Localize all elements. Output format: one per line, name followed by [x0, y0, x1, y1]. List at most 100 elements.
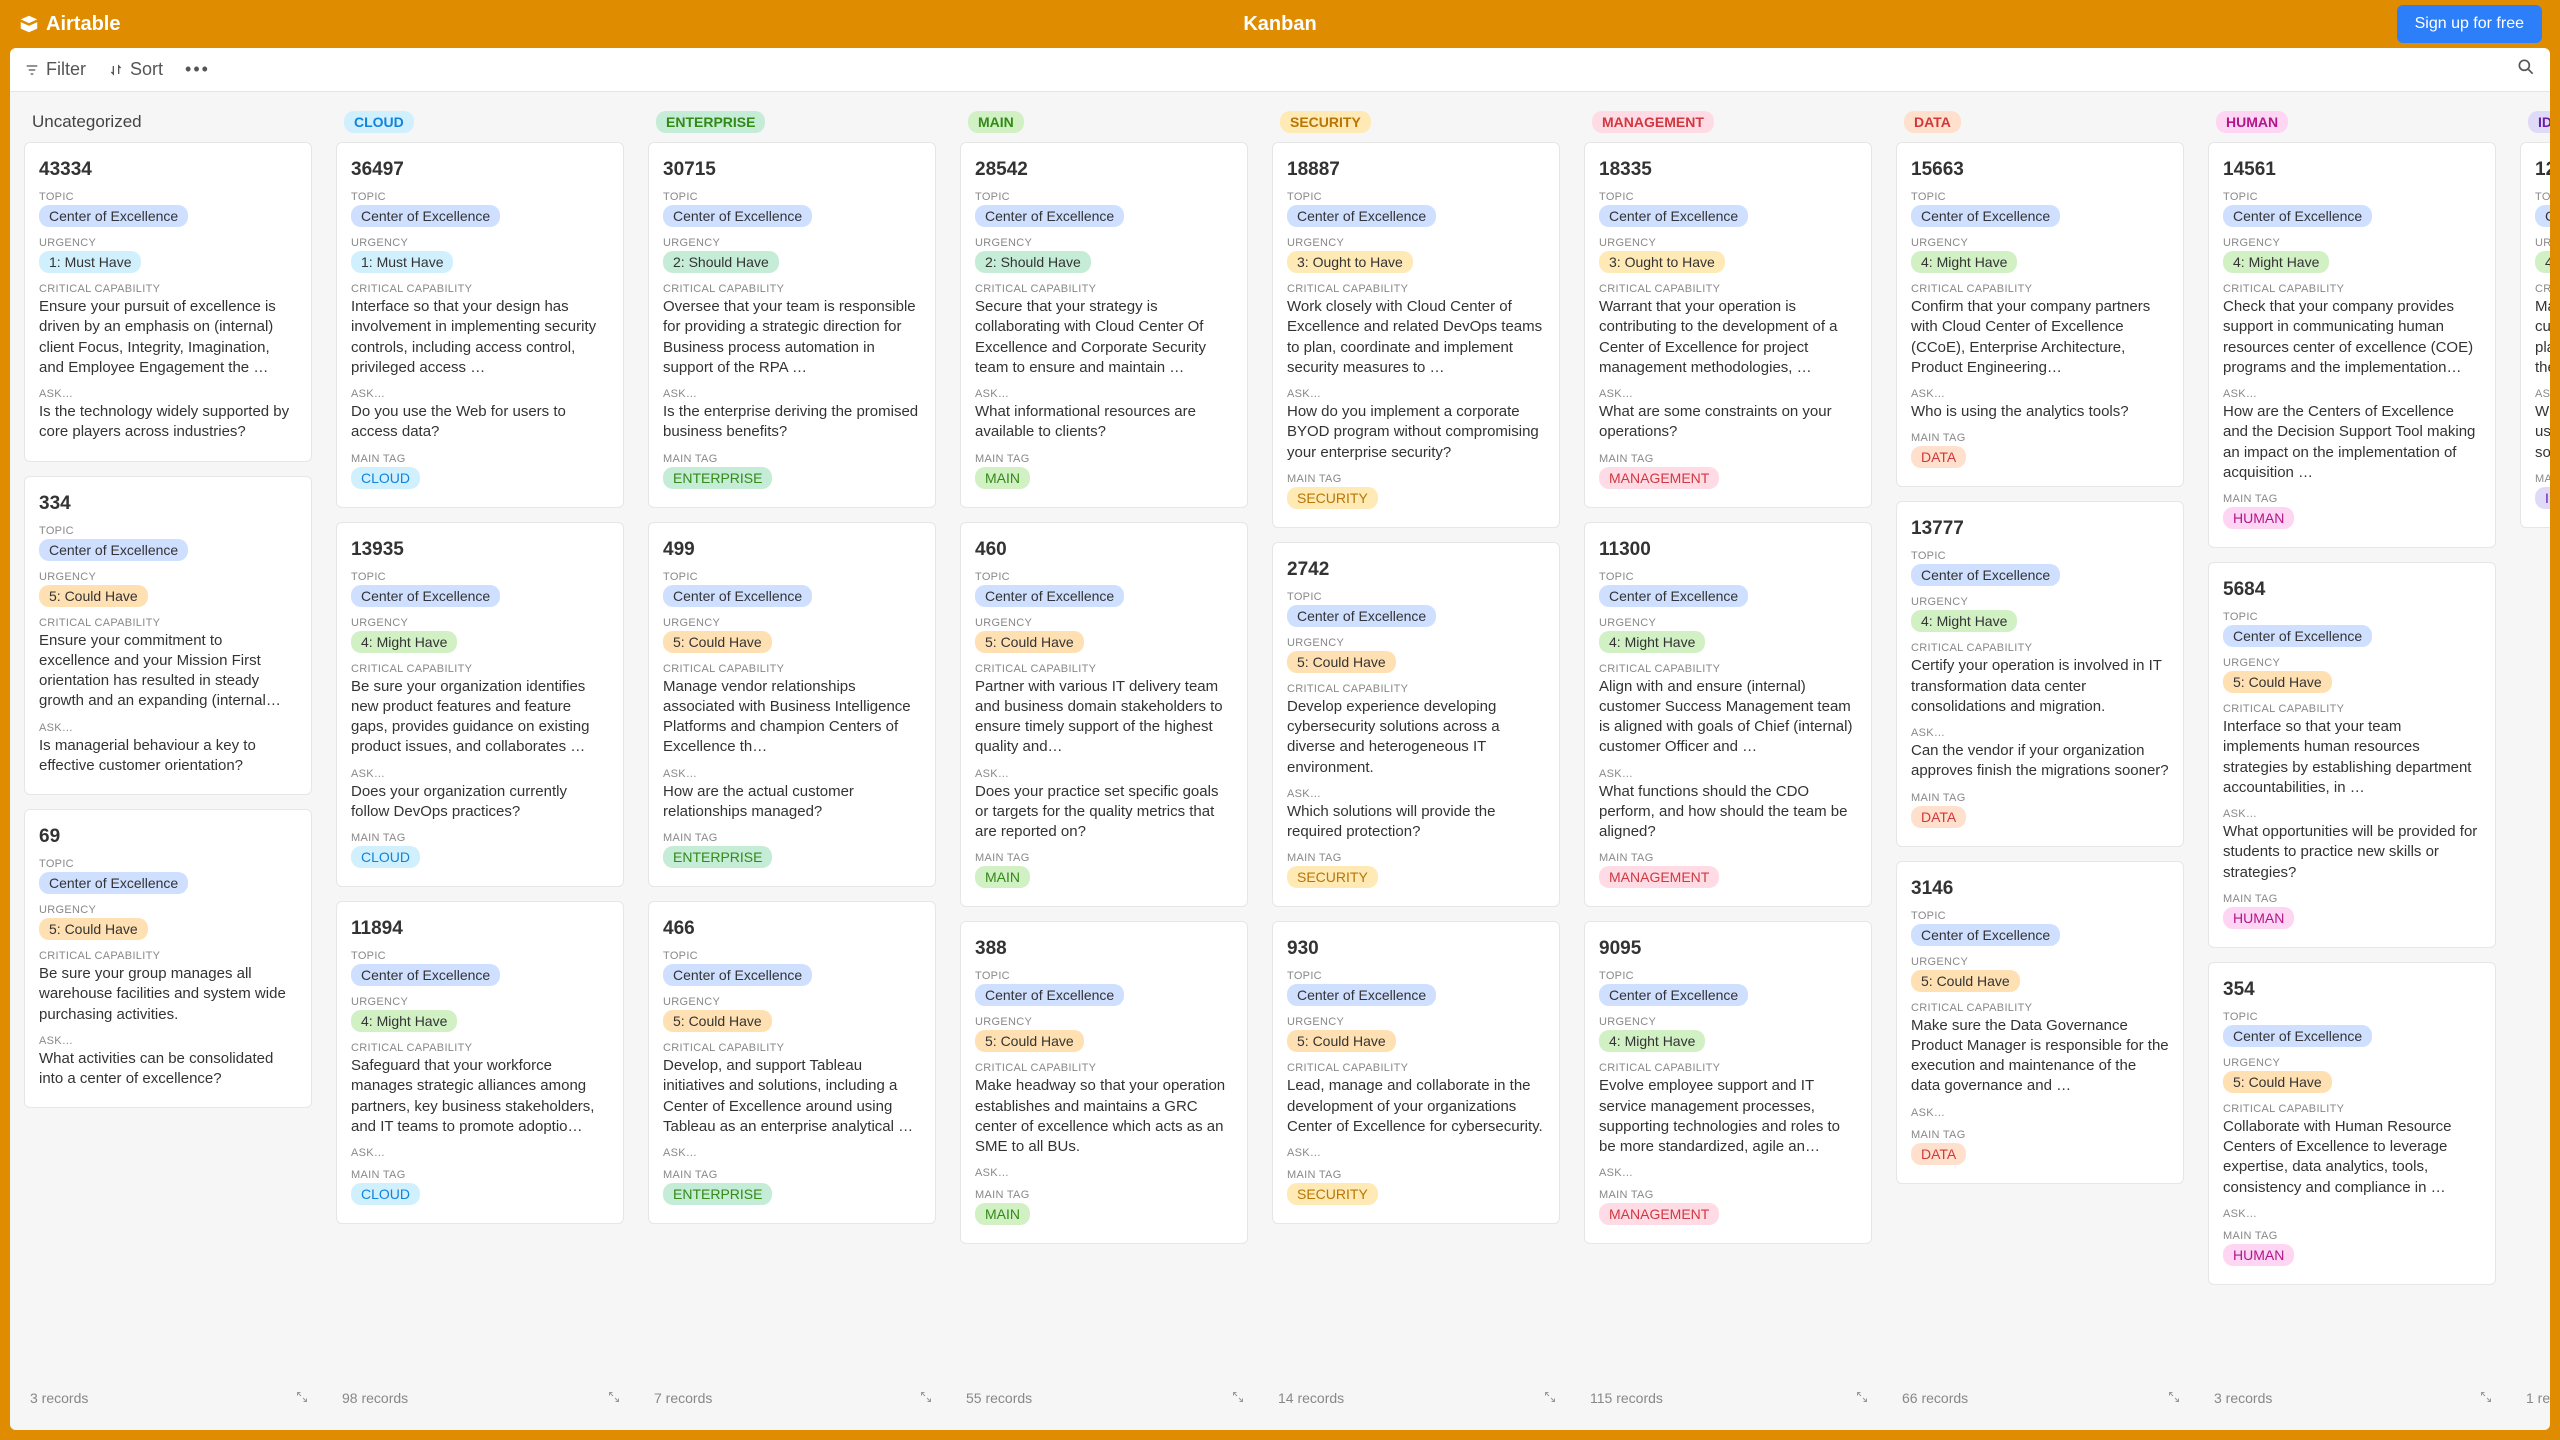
- kanban-card[interactable]: 354TOPICCenter of ExcellenceURGENCY5: Co…: [2208, 962, 2496, 1285]
- expand-column-button[interactable]: [1544, 1390, 1556, 1406]
- kanban-card[interactable]: 460TOPICCenter of ExcellenceURGENCY5: Co…: [960, 522, 1248, 908]
- field-label-capability: CRITICAL CAPABILITY: [975, 283, 1233, 295]
- kanban-card[interactable]: 18335TOPICCenter of ExcellenceURGENCY3: …: [1584, 142, 1872, 508]
- kanban-card[interactable]: 18887TOPICCenter of ExcellenceURGENCY3: …: [1272, 142, 1560, 528]
- column-header[interactable]: Uncategorized: [24, 106, 314, 138]
- topic-pill: Center of Excellence: [351, 964, 500, 986]
- kanban-card[interactable]: 69TOPICCenter of ExcellenceURGENCY5: Cou…: [24, 809, 312, 1108]
- column-card-list[interactable]: 18335TOPICCenter of ExcellenceURGENCY3: …: [1584, 138, 1874, 1382]
- column-card-list[interactable]: 18887TOPICCenter of ExcellenceURGENCY3: …: [1272, 138, 1562, 1382]
- sort-button[interactable]: Sort: [108, 59, 163, 80]
- kanban-card[interactable]: 11300TOPICCenter of ExcellenceURGENCY4: …: [1584, 522, 1872, 908]
- card-id: 43334: [39, 159, 297, 181]
- column-header[interactable]: MANAGEMENT: [1584, 106, 1874, 138]
- field-label-topic: TOPIC: [1287, 970, 1545, 982]
- card-id: 11300: [1599, 539, 1857, 561]
- field-label-maintag: MAIN TAG: [663, 1169, 921, 1181]
- kanban-card[interactable]: 388TOPICCenter of ExcellenceURGENCY5: Co…: [960, 921, 1248, 1244]
- column-header[interactable]: DATA: [1896, 106, 2186, 138]
- topic-pill: Center of Excellence: [351, 205, 500, 227]
- column-header[interactable]: IDENTITY: [2520, 106, 2550, 138]
- column-card-list[interactable]: 12620TOPICCenter of ExcellenceURGENCY4: …: [2520, 138, 2550, 1382]
- kanban-card[interactable]: 12620TOPICCenter of ExcellenceURGENCY4: …: [2520, 142, 2550, 528]
- expand-column-button[interactable]: [2168, 1390, 2180, 1406]
- expand-column-button[interactable]: [920, 1390, 932, 1406]
- column-card-list[interactable]: 43334TOPICCenter of ExcellenceURGENCY1: …: [24, 138, 314, 1382]
- kanban-card[interactable]: 13935TOPICCenter of ExcellenceURGENCY4: …: [336, 522, 624, 888]
- ask-text: How do you implement a corporate BYOD pr…: [1287, 402, 1545, 463]
- field-label-maintag: MAIN TAG: [975, 1189, 1233, 1201]
- column-card-list[interactable]: 15663TOPICCenter of ExcellenceURGENCY4: …: [1896, 138, 2186, 1382]
- field-label-ask: ASK…: [1599, 388, 1857, 400]
- field-label-capability: CRITICAL CAPABILITY: [2223, 283, 2481, 295]
- capability-text: Be sure your group manages all warehouse…: [39, 964, 297, 1025]
- column-header[interactable]: ENTERPRISE: [648, 106, 938, 138]
- ask-text: What are some constraints on your operat…: [1599, 402, 1857, 443]
- kanban-card[interactable]: 14561TOPICCenter of ExcellenceURGENCY4: …: [2208, 142, 2496, 548]
- expand-column-button[interactable]: [2480, 1390, 2492, 1406]
- capability-text: Confirm that your company partners with …: [1911, 297, 2169, 378]
- field-label-ask: ASK…: [39, 722, 297, 734]
- kanban-card[interactable]: 334TOPICCenter of ExcellenceURGENCY5: Co…: [24, 476, 312, 796]
- field-label-ask: ASK…: [1287, 388, 1545, 400]
- column-footer: 1 record: [2520, 1382, 2550, 1408]
- urgency-pill: 5: Could Have: [1287, 651, 1396, 673]
- kanban-card[interactable]: 930TOPICCenter of ExcellenceURGENCY5: Co…: [1272, 921, 1560, 1224]
- kanban-card[interactable]: 3146TOPICCenter of ExcellenceURGENCY5: C…: [1896, 861, 2184, 1184]
- column-header[interactable]: HUMAN: [2208, 106, 2498, 138]
- expand-column-button[interactable]: [296, 1390, 308, 1406]
- topic-pill: Center of Excellence: [1599, 205, 1748, 227]
- column-card-list[interactable]: 14561TOPICCenter of ExcellenceURGENCY4: …: [2208, 138, 2498, 1382]
- urgency-pill: 4: Might Have: [1599, 631, 1705, 653]
- search-button[interactable]: [2516, 57, 2536, 82]
- field-label-capability: CRITICAL CAPABILITY: [351, 663, 609, 675]
- card-id: 12620: [2535, 159, 2550, 181]
- urgency-pill: 5: Could Have: [2223, 1071, 2332, 1093]
- field-label-maintag: MAIN TAG: [1287, 1169, 1545, 1181]
- maintag-pill: CLOUD: [351, 467, 420, 489]
- field-label-ask: ASK…: [975, 388, 1233, 400]
- column-header[interactable]: SECURITY: [1272, 106, 1562, 138]
- signup-button[interactable]: Sign up for free: [2397, 5, 2542, 43]
- kanban-card[interactable]: 28542TOPICCenter of ExcellenceURGENCY2: …: [960, 142, 1248, 508]
- kanban-card[interactable]: 9095TOPICCenter of ExcellenceURGENCY4: M…: [1584, 921, 1872, 1244]
- card-id: 11894: [351, 918, 609, 940]
- kanban-card[interactable]: 13777TOPICCenter of ExcellenceURGENCY4: …: [1896, 501, 2184, 846]
- column-header[interactable]: CLOUD: [336, 106, 626, 138]
- column-footer: 115 records: [1584, 1382, 1874, 1408]
- column-card-list[interactable]: 30715TOPICCenter of ExcellenceURGENCY2: …: [648, 138, 938, 1382]
- filter-button[interactable]: Filter: [24, 59, 86, 80]
- field-label-capability: CRITICAL CAPABILITY: [975, 1062, 1233, 1074]
- kanban-card[interactable]: 30715TOPICCenter of ExcellenceURGENCY2: …: [648, 142, 936, 508]
- field-label-capability: CRITICAL CAPABILITY: [2535, 283, 2550, 295]
- topic-pill: Center of Excellence: [663, 205, 812, 227]
- maintag-pill: SECURITY: [1287, 866, 1378, 888]
- column-header[interactable]: MAIN: [960, 106, 1250, 138]
- kanban-card[interactable]: 2742TOPICCenter of ExcellenceURGENCY5: C…: [1272, 542, 1560, 908]
- kanban-card[interactable]: 499TOPICCenter of ExcellenceURGENCY5: Co…: [648, 522, 936, 888]
- kanban-card[interactable]: 36497TOPICCenter of ExcellenceURGENCY1: …: [336, 142, 624, 508]
- more-button[interactable]: •••: [185, 59, 210, 80]
- column-card-list[interactable]: 28542TOPICCenter of ExcellenceURGENCY2: …: [960, 138, 1250, 1382]
- kanban-card[interactable]: 15663TOPICCenter of ExcellenceURGENCY4: …: [1896, 142, 2184, 487]
- field-label-urgency: URGENCY: [39, 571, 297, 583]
- kanban-card[interactable]: 43334TOPICCenter of ExcellenceURGENCY1: …: [24, 142, 312, 462]
- kanban-card[interactable]: 5684TOPICCenter of ExcellenceURGENCY5: C…: [2208, 562, 2496, 948]
- topic-pill: Center of Excellence: [975, 585, 1124, 607]
- column-title: MANAGEMENT: [1592, 111, 1714, 133]
- field-label-maintag: MAIN TAG: [1287, 852, 1545, 864]
- expand-column-button[interactable]: [1232, 1390, 1244, 1406]
- expand-column-button[interactable]: [1856, 1390, 1868, 1406]
- field-label-topic: TOPIC: [351, 950, 609, 962]
- maintag-pill: HUMAN: [2223, 907, 2294, 929]
- field-label-urgency: URGENCY: [1911, 596, 2169, 608]
- airtable-logo[interactable]: Airtable: [18, 13, 120, 36]
- kanban-board[interactable]: Uncategorized43334TOPICCenter of Excelle…: [24, 106, 2550, 1416]
- field-label-urgency: URGENCY: [351, 617, 609, 629]
- column-card-list[interactable]: 36497TOPICCenter of ExcellenceURGENCY1: …: [336, 138, 626, 1382]
- kanban-card[interactable]: 466TOPICCenter of ExcellenceURGENCY5: Co…: [648, 901, 936, 1224]
- field-label-urgency: URGENCY: [663, 237, 921, 249]
- records-count: 1 record: [2526, 1390, 2550, 1406]
- expand-column-button[interactable]: [608, 1390, 620, 1406]
- kanban-card[interactable]: 11894TOPICCenter of ExcellenceURGENCY4: …: [336, 901, 624, 1224]
